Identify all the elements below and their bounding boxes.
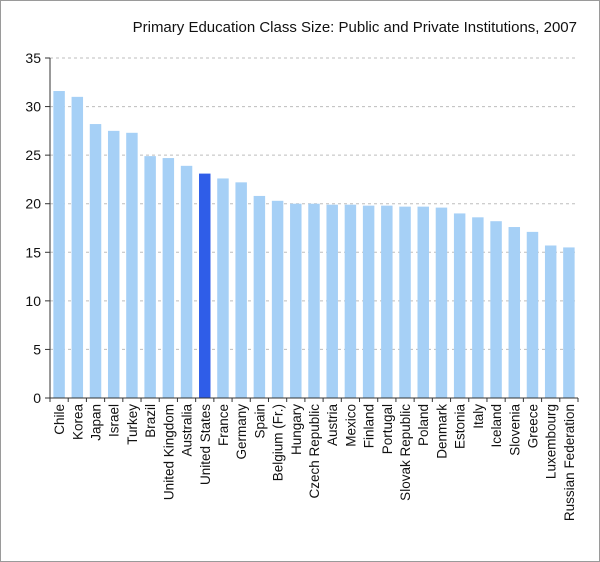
x-tick-label: Slovak Republic [398,404,413,501]
bar-denmark [435,207,448,398]
bar-slovak-republic [399,206,411,398]
x-tick-label: Australia [180,404,195,457]
x-tick-label: Japan [89,404,104,441]
x-tick-label: Chile [52,404,67,435]
y-tick-label: 30 [25,99,41,115]
x-tick-label: Mexico [343,404,358,447]
x-tick-label: France [216,404,231,446]
bar-luxembourg [544,245,557,398]
axis-layer: 0 5 10 15 20 25 30 35 Chile Korea Japan Israel Turke… [25,50,579,521]
bar-greece [526,231,539,398]
y-tick-label: 5 [33,341,41,357]
bar-united-kingdom [162,158,175,398]
y-tick-label: 35 [25,50,41,66]
bar-france [217,178,229,398]
bar-austria [326,204,338,398]
x-tick-label: Russian Federation [562,404,577,521]
bar-mexico [344,204,357,398]
chart-title: Primary Education Class Size: Public and… [132,19,577,36]
bar-estonia [453,213,466,398]
bar-chile [53,91,65,399]
x-tick-label: Israel [107,404,122,437]
x-tick-label: Slovenia [507,404,522,456]
x-tick-label: Poland [416,404,431,446]
bar-portugal [381,205,393,398]
x-tick-label: Denmark [434,404,449,459]
x-tick-label: Portugal [380,404,395,454]
bar-united-states [199,173,211,398]
bar-hungary [290,203,302,398]
bar-israel [107,130,120,398]
x-tick-label: Czech Republic [307,404,322,499]
bar-slovenia [508,227,521,398]
y-tick-label: 20 [25,196,41,212]
bar-finland [362,205,375,398]
y-tick-label: 0 [33,390,41,406]
x-tick-label: Italy [471,404,486,429]
bar-layer [53,91,575,399]
x-tick-label: Greece [525,404,540,448]
bar-korea [71,96,84,398]
x-tick-label: United Kingdom [161,404,176,500]
x-tick-label: Estonia [453,404,468,450]
x-tick-label: Finland [362,404,377,448]
y-tick-label: 15 [25,244,41,260]
bar-poland [417,206,429,398]
bar-italy [472,217,484,398]
x-tick-label: Luxembourg [544,404,559,479]
bar-australia [180,165,193,398]
bar-germany [235,182,247,398]
bar-iceland [490,221,502,398]
bar-czech-republic [308,203,320,398]
y-tick-label: 10 [25,293,41,309]
bar-spain [253,195,266,398]
x-tick-label: Spain [252,404,267,439]
x-tick-label: Turkey [125,404,140,445]
bar-russian-federation [563,247,575,398]
x-tick-label: United States [198,404,213,485]
x-tick-label: Austria [325,404,340,447]
x-tick-label: Korea [70,404,85,441]
x-tick-label: Hungary [289,404,304,455]
x-tick-label: Belgium (Fr.) [271,404,286,481]
bar-belgium-fr [271,200,284,398]
y-tick-label: 25 [25,147,41,163]
x-tick-label: Iceland [489,404,504,448]
x-tick-label: Brazil [143,404,158,438]
bar-brazil [144,156,156,398]
x-tick-label: Germany [234,404,249,460]
bar-turkey [126,132,138,399]
bar-japan [89,124,102,399]
